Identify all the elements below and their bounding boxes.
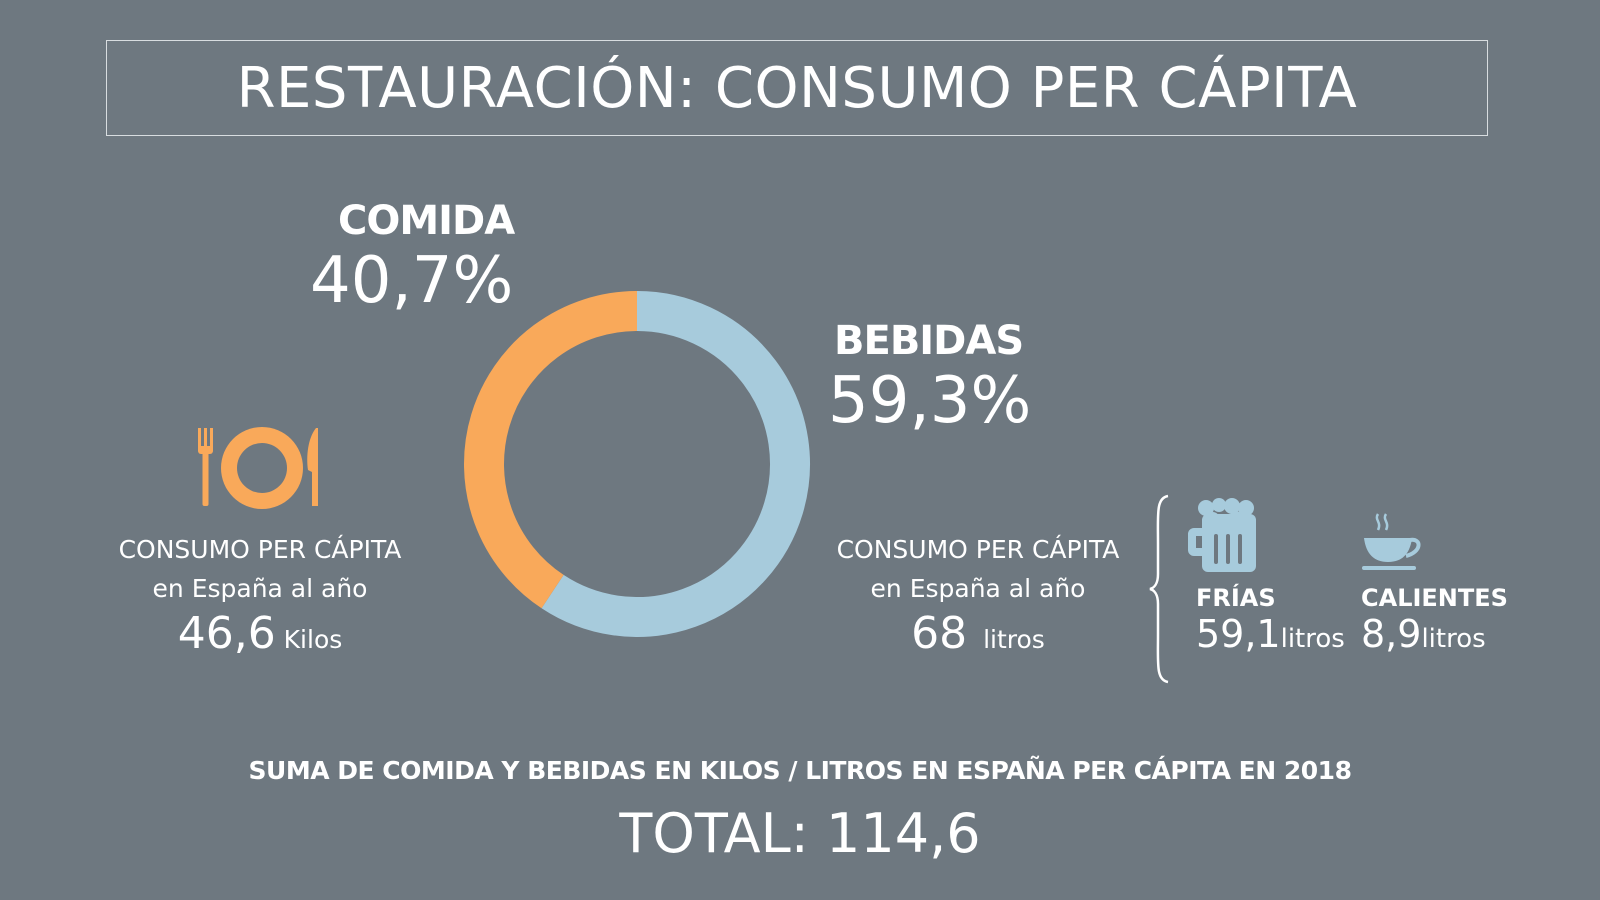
comida-info-line1: CONSUMO PER CÁPITA: [118, 535, 402, 564]
bebidas-label: BEBIDAS: [834, 318, 1024, 364]
frias-group: FRÍAS 59,1litros: [1196, 584, 1345, 656]
frias-value: 59,1: [1196, 612, 1281, 656]
bebidas-percent: 59,3%: [828, 364, 1032, 438]
bebidas-unit: litros: [983, 625, 1045, 654]
bebidas-info-line2: en España al año: [870, 574, 1086, 603]
title-box: RESTAURACIÓN: CONSUMO PER CÁPITA: [106, 40, 1488, 136]
total-value: 114,6: [826, 802, 981, 865]
beer-mug-icon: [1188, 498, 1256, 572]
comida-info-line2: en España al año: [152, 574, 368, 603]
brace-divider: [1149, 494, 1169, 684]
comida-percent: 40,7%: [310, 244, 514, 318]
donut-chart: [464, 291, 810, 637]
donut-slice-bebidas: [541, 291, 810, 637]
calientes-unit: litros: [1421, 624, 1486, 654]
frias-label: FRÍAS: [1196, 584, 1276, 612]
calientes-label: CALIENTES: [1361, 584, 1508, 612]
plate-cutlery-icon: [198, 427, 318, 509]
donut-slice-comida: [464, 291, 638, 609]
bebidas-info-line1: CONSUMO PER CÁPITA: [836, 535, 1120, 564]
total-label: TOTAL:: [619, 802, 809, 865]
comida-unit: Kilos: [283, 625, 343, 654]
comida-info: CONSUMO PER CÁPITA en España al año 46,6…: [100, 530, 420, 659]
bebidas-value: 68: [911, 608, 968, 659]
bebidas-info: CONSUMO PER CÁPITA en España al año 68 l…: [818, 530, 1138, 659]
coffee-cup-icon: [1362, 513, 1421, 570]
footer-total: TOTAL: 114,6: [0, 802, 1600, 865]
footer-caption: SUMA DE COMIDA Y BEBIDAS EN KILOS / LITR…: [248, 756, 1352, 785]
comida-label: COMIDA: [338, 198, 515, 244]
frias-unit: litros: [1280, 624, 1345, 654]
page-title: RESTAURACIÓN: CONSUMO PER CÁPITA: [236, 55, 1358, 121]
comida-value: 46,6: [177, 608, 276, 659]
calientes-value: 8,9: [1361, 612, 1422, 656]
calientes-group: CALIENTES 8,9litros: [1361, 584, 1508, 656]
